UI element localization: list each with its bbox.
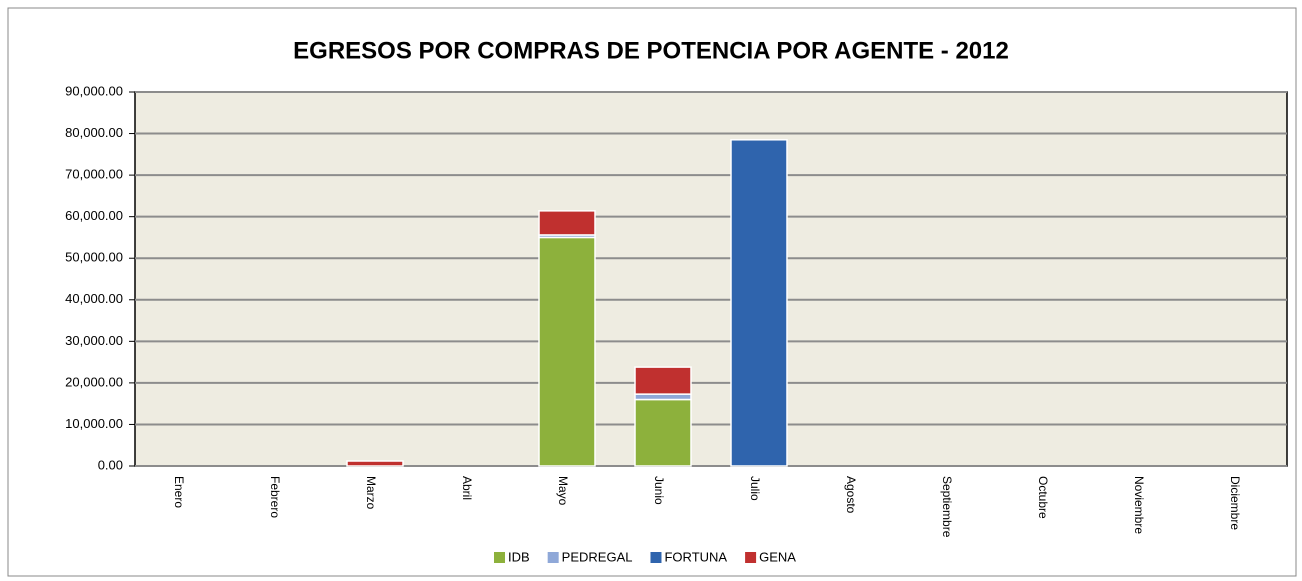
y-tick-label: 20,000.00 (65, 374, 123, 389)
y-tick-label: 10,000.00 (65, 416, 123, 431)
plot-area (134, 91, 1288, 467)
x-tick-label: Diciembre (1228, 476, 1242, 530)
bar-segment (346, 460, 404, 467)
legend-swatch (650, 552, 662, 563)
legend-swatch (494, 552, 505, 563)
x-tick-label: Enero (172, 476, 186, 508)
chart-title: EGRESOS POR COMPRAS DE POTENCIA POR AGEN… (293, 37, 1009, 64)
x-tick-label: Junio (652, 476, 666, 505)
x-tick-label: Octubre (1036, 476, 1050, 519)
bar-segment (730, 139, 788, 467)
bar-segment (634, 393, 692, 401)
y-tick-label: 60,000.00 (65, 208, 123, 223)
bar-segment (634, 398, 692, 467)
bar-segment (634, 366, 692, 395)
legend-label: GENA (759, 549, 796, 564)
bar-segment (538, 236, 596, 467)
x-tick-label: Agosto (844, 476, 858, 514)
y-tick-label: 90,000.00 (65, 83, 123, 98)
y-tick-label: 0.00 (98, 457, 123, 472)
legend-swatch (547, 552, 559, 563)
y-tick-label: 40,000.00 (65, 291, 123, 306)
legend-swatch (745, 552, 757, 563)
legend-label: PEDREGAL (562, 549, 633, 564)
y-tick-label: 50,000.00 (65, 250, 123, 265)
x-tick-label: Abril (460, 476, 474, 500)
x-tick-label: Septiembre (940, 476, 954, 538)
bar-segment (538, 210, 596, 236)
x-tick-label: Febrero (268, 476, 282, 518)
y-tick-label: 30,000.00 (65, 333, 123, 348)
x-tick-label: Marzo (364, 476, 378, 510)
x-tick-label: Julio (748, 476, 762, 501)
x-tick-label: Mayo (556, 476, 570, 506)
y-tick-label: 70,000.00 (65, 167, 123, 182)
y-tick-label: 80,000.00 (65, 125, 123, 140)
legend-label: FORTUNA (664, 549, 727, 564)
legend-label: IDB (508, 549, 530, 564)
x-tick-label: Noviembre (1132, 476, 1146, 534)
